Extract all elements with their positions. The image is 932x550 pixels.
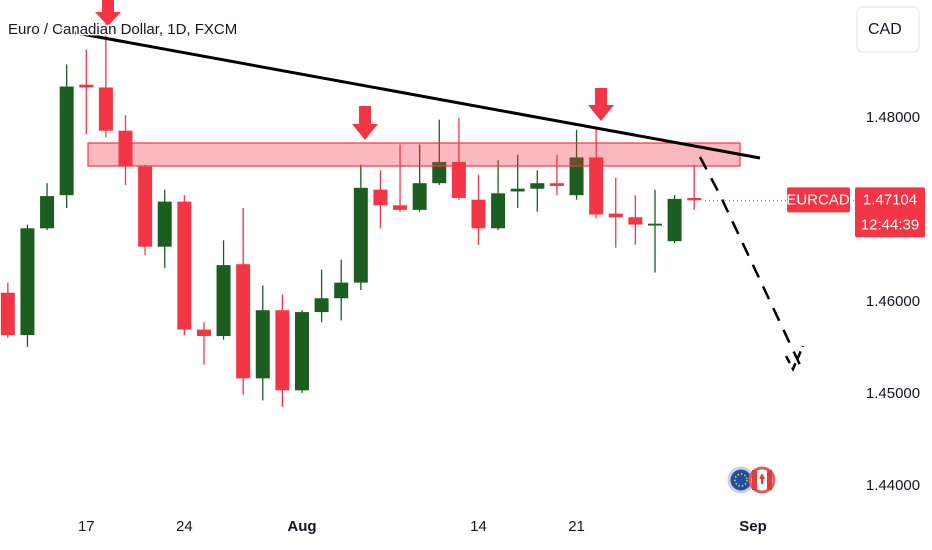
- candle-body: [510, 188, 525, 192]
- candle-body: [549, 183, 564, 186]
- candle-body: [98, 87, 113, 131]
- x-tick-label: 24: [176, 518, 193, 535]
- x-tick-label: Aug: [287, 518, 316, 535]
- resistance-zone: [87, 142, 741, 167]
- arrows: [95, 0, 614, 140]
- ca-leaf: [759, 473, 765, 484]
- candle-body: [236, 264, 251, 379]
- projection-arrowhead: [784, 345, 805, 372]
- symbol-tag: [787, 187, 850, 213]
- candle-body: [530, 183, 545, 189]
- candle-body: [628, 217, 643, 225]
- candle-body: [20, 228, 35, 336]
- trendline: [59, 28, 761, 160]
- candle-body: [216, 265, 231, 337]
- last-price-label: 1.47104: [863, 191, 917, 208]
- candle-body: [314, 298, 329, 313]
- candle-body: [412, 183, 427, 210]
- ca-band: [767, 470, 772, 490]
- y-tick-label: 1.48000: [866, 109, 920, 126]
- currency-button[interactable]: [856, 6, 920, 53]
- candle-body: [393, 205, 408, 210]
- candle-body: [373, 189, 388, 206]
- candle-body: [608, 213, 623, 218]
- candle-body: [353, 187, 368, 283]
- candle-body: [569, 157, 584, 196]
- x-tick-label: 21: [568, 518, 585, 535]
- candle-body: [687, 197, 702, 201]
- projection-line: [698, 156, 802, 366]
- x-tick-label: 17: [78, 518, 95, 535]
- countdown-label: 12:44:39: [861, 216, 919, 233]
- candle-body: [59, 86, 74, 196]
- symbol-label: EURCAD: [786, 191, 850, 208]
- ca-band: [752, 470, 757, 490]
- candle-body: [0, 292, 15, 336]
- candle-body: [451, 162, 466, 198]
- candle-body: [138, 166, 153, 247]
- arrow: [95, 0, 121, 26]
- candle-body: [294, 312, 309, 391]
- price-tag: [855, 187, 925, 238]
- candle-body: [196, 329, 211, 337]
- candle-body: [589, 157, 604, 215]
- candle-body: [432, 162, 447, 184]
- currency-label[interactable]: CAD: [868, 21, 902, 38]
- candle-body: [647, 223, 662, 226]
- y-tick-label: 1.45000: [866, 385, 920, 402]
- candle-body: [157, 201, 172, 247]
- candle-body: [667, 198, 682, 242]
- y-tick-label: 1.46000: [866, 293, 920, 310]
- candle-body: [334, 282, 349, 299]
- candle-body: [255, 310, 270, 379]
- candle-body: [471, 199, 486, 229]
- candle-body: [79, 84, 94, 88]
- candle-body: [40, 196, 55, 229]
- y-tick-label: 1.44000: [866, 477, 920, 494]
- arrow: [352, 106, 378, 140]
- candle-body: [275, 310, 290, 391]
- chart-title: Euro / Canadian Dollar, 1D, FXCM: [8, 21, 237, 38]
- candle-body: [177, 201, 192, 330]
- eu-stars: [734, 473, 748, 487]
- flags: [727, 466, 776, 494]
- candle-body: [491, 193, 506, 229]
- candle-body: [118, 130, 133, 167]
- x-tick-label: 14: [470, 518, 487, 535]
- arrow: [588, 88, 614, 121]
- x-tick-label: Sep: [739, 518, 767, 535]
- plot-area: [0, 14, 859, 513]
